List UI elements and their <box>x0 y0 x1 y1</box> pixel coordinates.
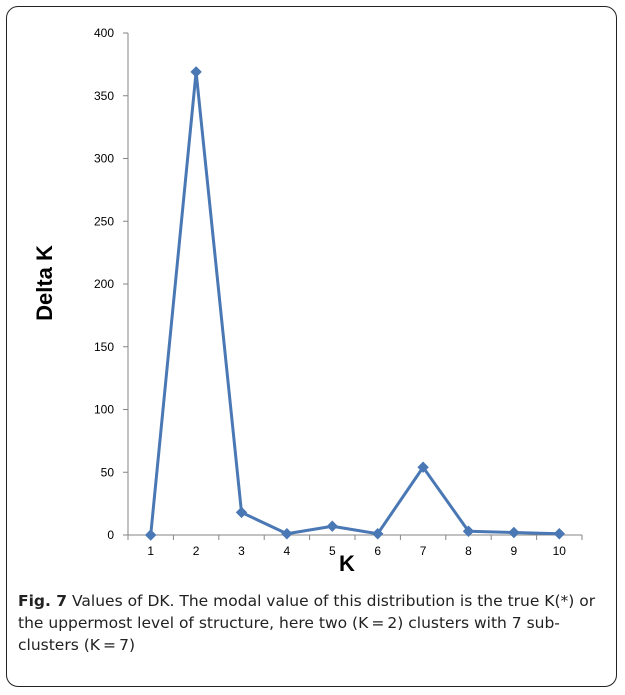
x-tick-label: 8 <box>465 544 472 558</box>
y-tick-label: 200 <box>94 277 114 291</box>
figure-frame <box>6 6 617 687</box>
y-tick-label: 400 <box>94 26 114 40</box>
series-delta-k <box>144 66 566 541</box>
y-tick-label: 50 <box>101 465 115 479</box>
data-point <box>281 528 293 540</box>
x-tick-label: 1 <box>147 544 154 558</box>
y-tick-label: 150 <box>94 340 114 354</box>
caption-text: Values of DK. The modal value of this di… <box>18 592 596 654</box>
x-axis: 1 2 3 4 5 6 7 8 9 10 <box>127 534 583 558</box>
x-tick-label: 4 <box>284 544 291 558</box>
data-point <box>190 66 202 78</box>
data-point <box>371 528 384 540</box>
y-tick-label: 0 <box>107 528 114 542</box>
x-tick-label: 9 <box>511 544 518 558</box>
x-tick-label: 2 <box>193 544 200 558</box>
line-chart: 0 50 100 150 200 250 300 350 400 1 2 3 4 5 6 7 8 9 10 Del… <box>32 26 583 576</box>
x-tick-label: 10 <box>553 544 567 558</box>
data-point <box>326 520 339 532</box>
x-tick-label: 7 <box>420 544 427 558</box>
y-tick-label: 100 <box>94 403 114 417</box>
y-tick-label: 300 <box>94 152 114 166</box>
x-tick-label: 3 <box>238 544 245 558</box>
data-point <box>235 506 248 519</box>
x-axis-title: K <box>339 551 355 576</box>
data-point <box>553 528 566 540</box>
x-tick-label: 5 <box>329 544 336 558</box>
data-point <box>417 461 429 473</box>
data-point <box>144 529 157 541</box>
y-tick-label: 350 <box>94 89 114 103</box>
figure-label: Fig. 7 <box>18 592 68 610</box>
x-tick-label: 6 <box>374 544 381 558</box>
series-line <box>149 70 560 536</box>
data-point <box>462 525 475 537</box>
y-axis-title: Delta K <box>32 245 57 321</box>
y-axis: 0 50 100 150 200 250 300 350 400 <box>94 26 129 542</box>
data-point <box>508 526 520 539</box>
figure-caption: Fig. 7 Values of DK. The modal value of … <box>18 590 613 656</box>
y-tick-label: 250 <box>94 214 114 228</box>
